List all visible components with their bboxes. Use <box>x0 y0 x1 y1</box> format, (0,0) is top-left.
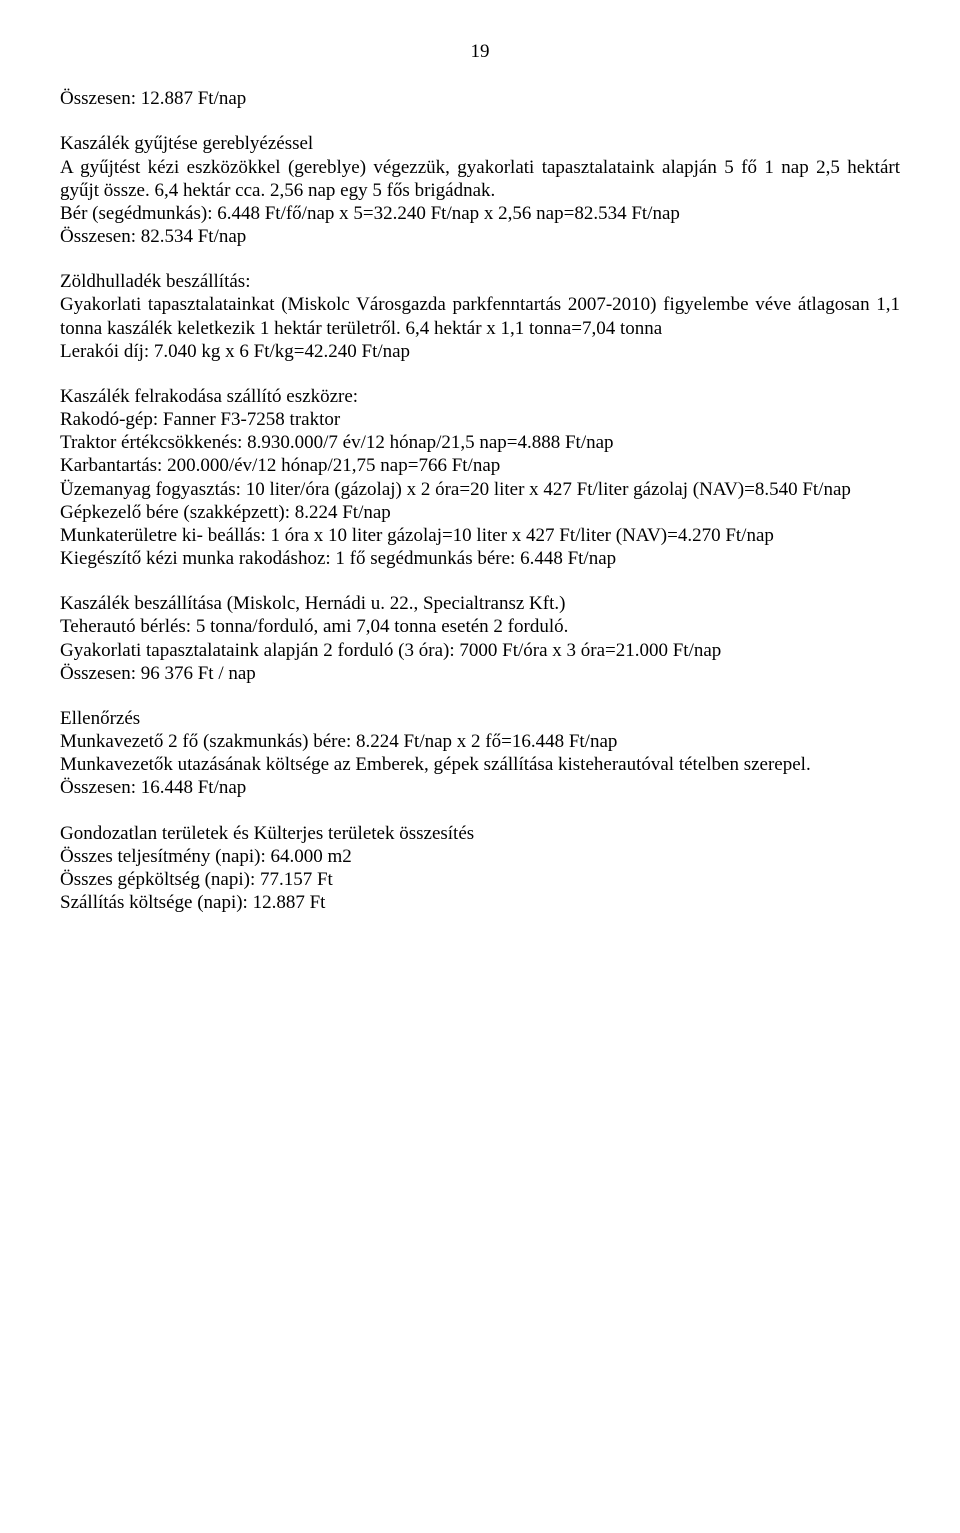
gyujtes-osszesen: Összesen: 82.534 Ft/nap <box>60 225 900 248</box>
felrakodas-ertekcsokkenes: Traktor értékcsökkenés: 8.930.000/7 év/1… <box>60 431 900 454</box>
felrakodas-title: Kaszálék felrakodása szállító eszközre: <box>60 385 900 408</box>
beszallitas-teher: Teherautó bérlés: 5 tonna/forduló, ami 7… <box>60 615 900 638</box>
osszesites-gepkoltseg: Összes gépköltség (napi): 77.157 Ft <box>60 868 900 891</box>
beszallitas-osszesen: Összesen: 96 376 Ft / nap <box>60 662 900 685</box>
felrakodas-kiegeszito: Kiegészítő kézi munka rakodáshoz: 1 fő s… <box>60 547 900 570</box>
beszallitas-title: Kaszálék beszállítása (Miskolc, Hernádi … <box>60 592 900 615</box>
section-ellenorzes: Ellenőrzés Munkavezető 2 fő (szakmunkás)… <box>60 707 900 800</box>
gyujtes-desc: A gyűjtést kézi eszközökkel (gereblye) v… <box>60 156 900 202</box>
ellenorzes-osszesen: Összesen: 16.448 Ft/nap <box>60 776 900 799</box>
osszesites-title: Gondozatlan területek és Külterjes terül… <box>60 822 900 845</box>
section-gyujtes: Kaszálék gyűjtése gereblyézéssel A gyűjt… <box>60 132 900 248</box>
osszesites-teljesitmeny: Összes teljesítmény (napi): 64.000 m2 <box>60 845 900 868</box>
ellenorzes-utazas: Munkavezetők utazásának költsége az Embe… <box>60 753 900 776</box>
page-number: 19 <box>60 40 900 63</box>
zoldhulladek-lerakoi: Lerakói díj: 7.040 kg x 6 Ft/kg=42.240 F… <box>60 340 900 363</box>
felrakodas-uzemanyag: Üzemanyag fogyasztás: 10 liter/óra (gázo… <box>60 478 900 501</box>
zoldhulladek-title: Zöldhulladék beszállítás: <box>60 270 900 293</box>
gyujtes-ber: Bér (segédmunkás): 6.448 Ft/fő/nap x 5=3… <box>60 202 900 225</box>
ellenorzes-munkavezeto: Munkavezető 2 fő (szakmunkás) bére: 8.22… <box>60 730 900 753</box>
gyujtes-title: Kaszálék gyűjtése gereblyézéssel <box>60 132 900 155</box>
section-zoldhulladek: Zöldhulladék beszállítás: Gyakorlati tap… <box>60 270 900 363</box>
beszallitas-fordulo: Gyakorlati tapasztalataink alapján 2 for… <box>60 639 900 662</box>
felrakodas-beallas: Munkaterületre ki- beállás: 1 óra x 10 l… <box>60 524 900 547</box>
section-osszesites: Gondozatlan területek és Külterjes terül… <box>60 822 900 915</box>
osszesites-szallitas: Szállítás költsége (napi): 12.887 Ft <box>60 891 900 914</box>
felrakodas-karbantartas: Karbantartás: 200.000/év/12 hónap/21,75 … <box>60 454 900 477</box>
zoldhulladek-desc: Gyakorlati tapasztalatainkat (Miskolc Vá… <box>60 293 900 339</box>
felrakodas-rakodogep: Rakodó-gép: Fanner F3-7258 traktor <box>60 408 900 431</box>
felrakodas-gepkezelo: Gépkezelő bére (szakképzett): 8.224 Ft/n… <box>60 501 900 524</box>
section-beszallitas: Kaszálék beszállítása (Miskolc, Hernádi … <box>60 592 900 685</box>
total-line-1: Összesen: 12.887 Ft/nap <box>60 87 900 110</box>
ellenorzes-title: Ellenőrzés <box>60 707 900 730</box>
document-page: 19 Összesen: 12.887 Ft/nap Kaszálék gyűj… <box>0 0 960 996</box>
section-felrakodas: Kaszálék felrakodása szállító eszközre: … <box>60 385 900 570</box>
